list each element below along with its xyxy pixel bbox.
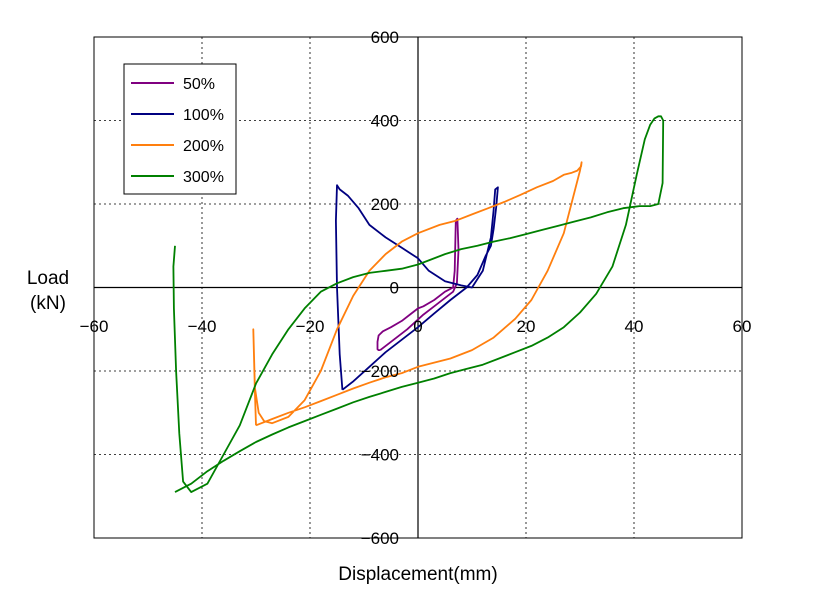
legend-box [123, 63, 237, 195]
x-tick-label: −20 [296, 317, 325, 336]
legend-label: 50% [183, 76, 215, 93]
y-tick-label: 600 [371, 28, 399, 47]
x-tick-label: 40 [625, 317, 644, 336]
y-tick-label: 200 [371, 195, 399, 214]
legend-label: 200% [183, 138, 224, 155]
x-tick-label: −40 [188, 317, 217, 336]
y-axis-title-line2: (kN) [30, 293, 66, 314]
x-tick-labels: −60 −40 −20 0 20 40 60 [80, 317, 752, 336]
x-tick-label: −60 [80, 317, 109, 336]
series-layer [172, 115, 665, 494]
series-200pct-line [252, 161, 583, 427]
x-axis-title: Displacement(mm) [338, 564, 497, 585]
series-100pct-line [334, 184, 499, 391]
y-tick-label: −400 [361, 446, 399, 465]
y-axis-title-line1: Load [27, 268, 69, 289]
x-tick-label: 60 [733, 317, 752, 336]
y-tick-label: 400 [371, 112, 399, 131]
y-tick-label: −200 [361, 362, 399, 381]
x-tick-label: 0 [413, 317, 422, 336]
y-tick-label: 0 [390, 279, 399, 298]
legend-label: 100% [183, 107, 224, 124]
legend-label: 300% [183, 169, 224, 186]
series-300pct-line [172, 115, 665, 494]
series-50pct-line [376, 217, 460, 352]
x-tick-label: 20 [517, 317, 536, 336]
y-tick-labels: −600 −400 −200 0 200 400 600 [361, 28, 399, 548]
legend: 50% 100% 200% 300% [123, 63, 237, 195]
y-tick-label: −600 [361, 529, 399, 548]
